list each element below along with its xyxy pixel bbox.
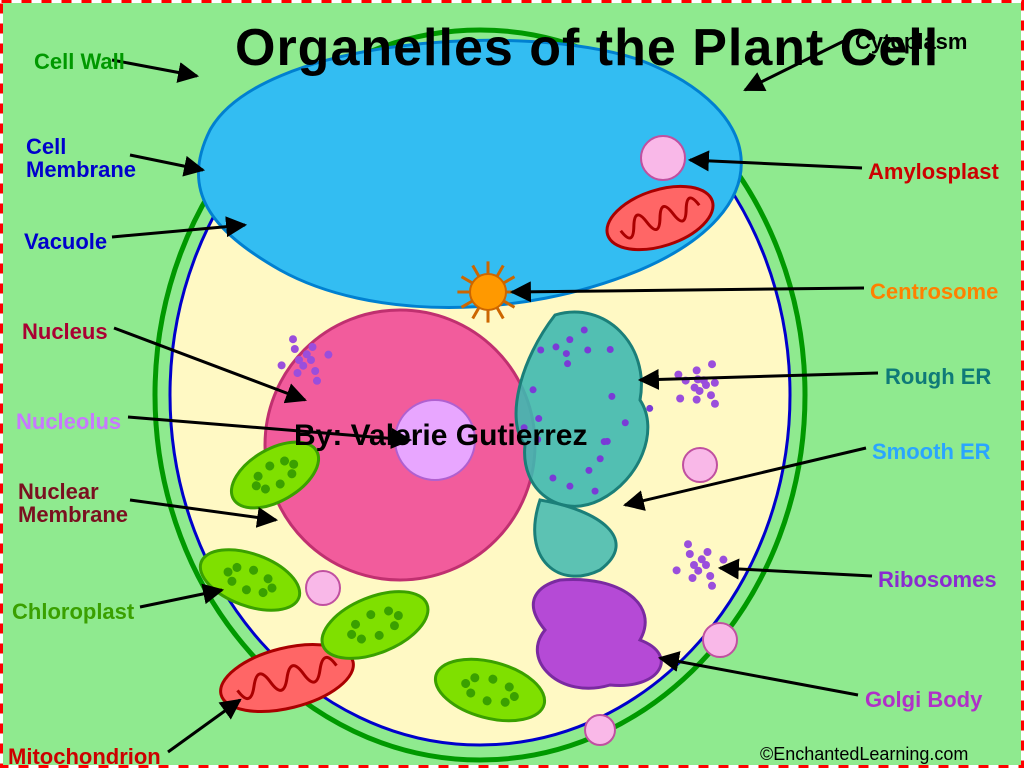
plant-cell-diagram: ©EnchantedLearning.comCell WallCell Memb… [0,0,1024,768]
vesicle [585,715,615,745]
vesicle [683,448,717,482]
pointer-cell_wall [112,60,197,76]
amyloplast [641,136,685,180]
diagram-svg: ©EnchantedLearning.com [0,0,1024,768]
pointer-mitochondrion [168,700,240,752]
byline: By: Valerie Gutierrez [294,420,587,452]
watermark: ©EnchantedLearning.com [760,744,968,764]
pointer-cell_membrane [130,155,203,170]
page-title: Organelles of the Plant Cell [235,22,939,75]
vesicle [703,623,737,657]
vesicle [306,571,340,605]
